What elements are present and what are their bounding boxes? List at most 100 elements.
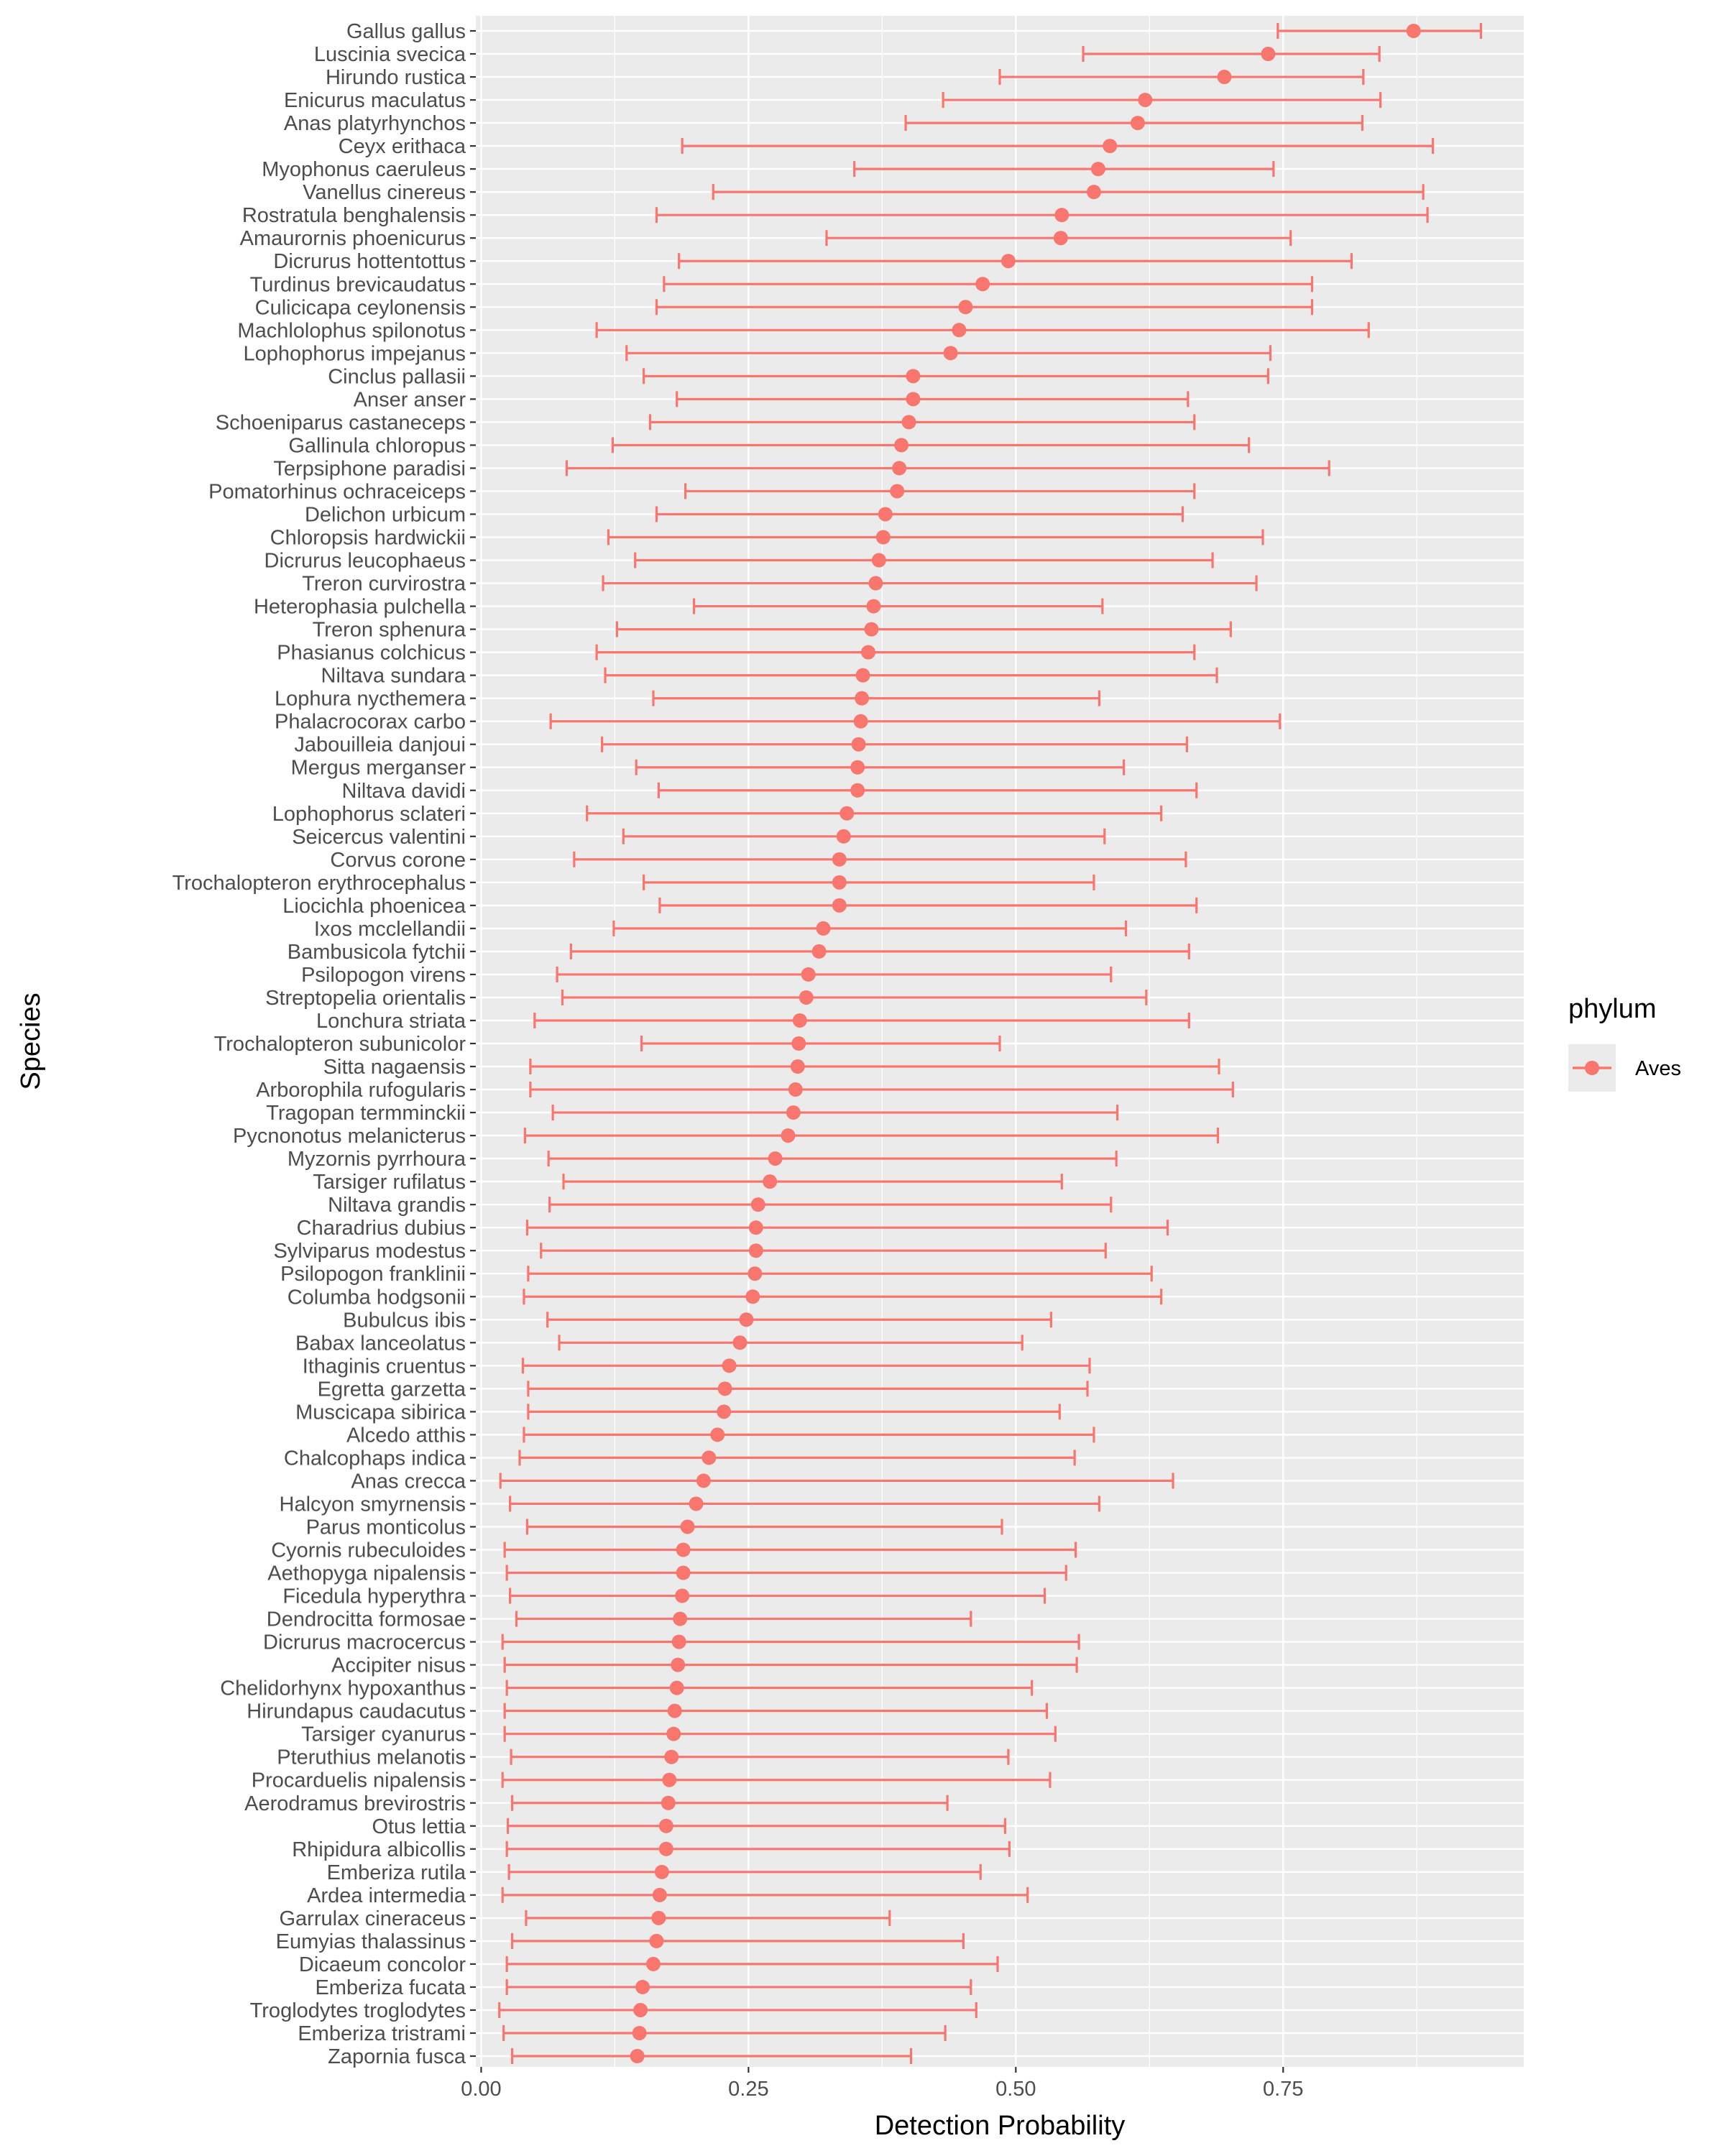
legend-key-point	[1585, 1061, 1599, 1075]
estimate-point	[658, 1818, 673, 1833]
error-bar	[607, 529, 1264, 545]
y-tick-label: Myophonus caeruleus	[262, 158, 466, 181]
estimate-point	[671, 1634, 686, 1649]
y-tick-label: Ficedula hyperythra	[282, 1585, 466, 1608]
error-bar	[652, 690, 1100, 706]
error-bar	[611, 437, 1251, 453]
estimate-point	[651, 1910, 666, 1925]
error-bar	[503, 1542, 1077, 1558]
y-tick-label: Terpsiphone paradisi	[273, 457, 466, 480]
estimate-point	[892, 461, 907, 476]
y-tick-label: Ixos mcclellandii	[314, 918, 466, 941]
error-bar	[586, 805, 1163, 821]
y-tick-label: Lophophorus impejanus	[243, 342, 466, 365]
error-bar	[533, 1012, 1190, 1028]
error-bar	[529, 1059, 1220, 1075]
y-tick-label: Eumyias thalassinus	[276, 1930, 466, 1953]
error-bar	[510, 1932, 965, 1949]
error-bar	[1276, 23, 1483, 39]
y-tick-label: Dicrurus macrocercus	[263, 1631, 466, 1654]
estimate-point	[1217, 70, 1232, 85]
estimate-point	[975, 277, 990, 292]
y-tick-label: Heterophasia pulchella	[254, 596, 466, 619]
error-bar	[523, 1427, 1095, 1443]
y-tick-label: Aethopyga nipalensis	[267, 1562, 466, 1585]
y-tick-label: Columba hodgsonii	[288, 1286, 466, 1309]
error-bar	[503, 1726, 1057, 1742]
estimate-point	[878, 507, 893, 522]
estimate-point	[1103, 139, 1118, 154]
y-tick-label: Sitta nagaensis	[323, 1056, 466, 1079]
estimate-point	[788, 1082, 803, 1097]
y-tick-label: Dendrocitta formosae	[267, 1608, 466, 1631]
y-tick-label: Turdinus brevicaudatus	[250, 273, 466, 296]
error-bar	[561, 989, 1148, 1005]
error-bar	[853, 161, 1275, 178]
error-bar	[569, 943, 1190, 959]
estimate-point	[868, 576, 883, 591]
estimate-point	[801, 967, 816, 982]
legend-title: phylum	[1568, 994, 1657, 1024]
estimate-point	[763, 1174, 778, 1189]
error-bar	[525, 1220, 1169, 1236]
estimate-point	[669, 1680, 684, 1695]
y-tick-label: Treron curvirostra	[302, 573, 466, 596]
estimate-point	[635, 1979, 650, 1994]
estimate-point	[1406, 24, 1421, 38]
estimate-point	[630, 2049, 645, 2063]
y-tick-label: Niltava davidi	[342, 780, 466, 803]
estimate-point	[1130, 116, 1145, 131]
x-tick-label: 0.25	[728, 2078, 768, 2101]
estimate-point	[875, 530, 891, 545]
estimate-point	[832, 852, 847, 867]
y-tick-label: Hirundapus caudacutus	[247, 1700, 466, 1723]
estimate-point	[768, 1151, 783, 1166]
error-bar	[658, 897, 1198, 913]
y-tick-label: Anas platyrhynchos	[284, 112, 466, 135]
y-tick-label: Rostratula benghalensis	[242, 204, 466, 227]
error-bar	[527, 1266, 1153, 1282]
y-tick-label: Arborophila rufogularis	[256, 1079, 466, 1102]
estimate-point	[791, 1036, 806, 1051]
estimate-point	[676, 1565, 691, 1580]
y-tick-label: Anser anser	[354, 388, 466, 411]
estimate-point	[1086, 185, 1101, 200]
y-tick-label: Dicrurus leucophaeus	[264, 550, 466, 573]
error-bar	[521, 1358, 1091, 1374]
y-tick-label: Tragopan termminckii	[266, 1102, 466, 1125]
error-bar	[505, 1978, 972, 1995]
y-tick-label: Psilopogon virens	[301, 964, 466, 987]
estimate-point	[790, 1059, 805, 1074]
y-tick-label: Pomatorhinus ochraceiceps	[208, 480, 466, 503]
estimate-point	[866, 599, 881, 614]
error-bar	[655, 299, 1314, 315]
x-tick-label: 0.50	[995, 2078, 1036, 2101]
estimate-point	[781, 1128, 796, 1143]
error-bar	[509, 1496, 1100, 1512]
estimate-point	[689, 1496, 704, 1511]
error-bar	[525, 1909, 891, 1926]
estimate-points	[630, 24, 1421, 2063]
y-tick-label: Niltava sundara	[321, 665, 466, 688]
estimate-point	[680, 1519, 695, 1534]
error-bar	[622, 828, 1106, 844]
y-tick-label: Machlolophus spilonotus	[237, 319, 466, 342]
y-tick-label: Sylviparus modestus	[273, 1240, 466, 1263]
legend: phylum Aves	[1568, 994, 1681, 1092]
estimate-point	[664, 1749, 679, 1764]
estimate-point	[739, 1312, 754, 1327]
error-bar	[640, 1036, 1001, 1051]
error-bar	[676, 391, 1190, 407]
error-bar	[595, 644, 1196, 660]
estimate-point	[633, 2002, 648, 2017]
error-bar	[549, 713, 1282, 729]
estimate-point	[750, 1197, 765, 1212]
error-bar	[635, 759, 1126, 775]
error-bar	[505, 1565, 1067, 1581]
x-axis-title: Detection Probability	[875, 2111, 1126, 2141]
estimate-point	[671, 1657, 686, 1672]
y-tick-label: Enicurus maculatus	[284, 89, 466, 112]
y-tick-label: Gallus gallus	[346, 20, 466, 43]
estimate-point	[748, 1243, 763, 1258]
